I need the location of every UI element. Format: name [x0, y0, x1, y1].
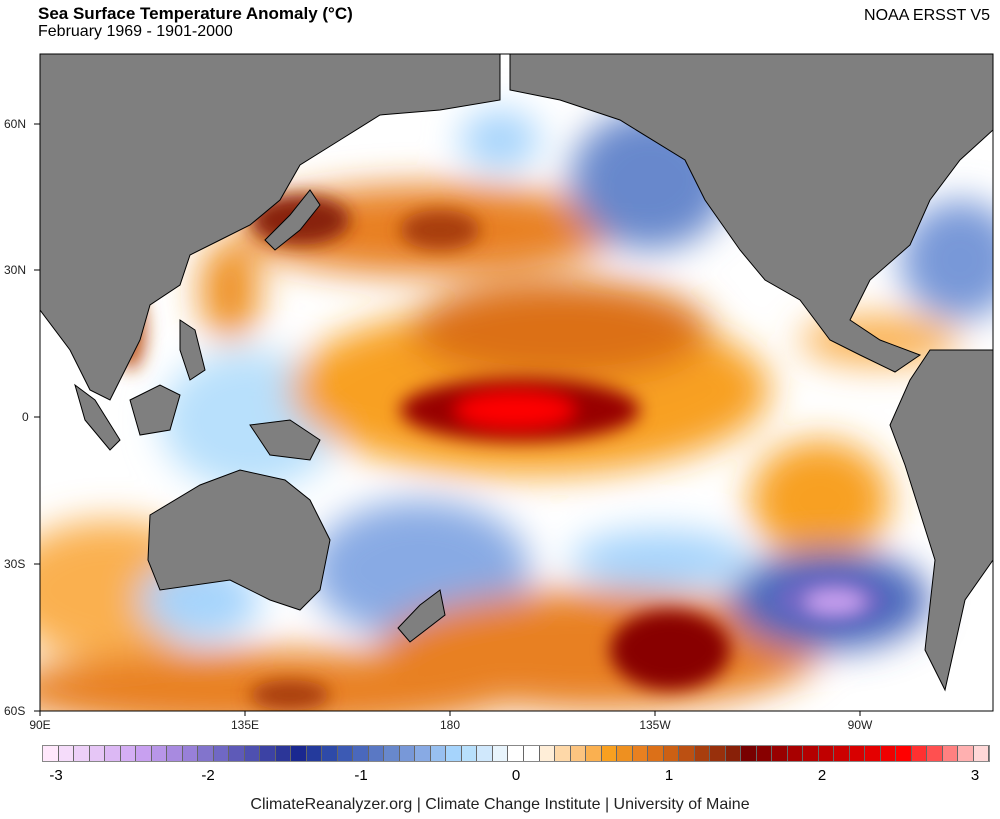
colorbar-swatch — [927, 746, 943, 761]
colorbar-swatch — [43, 746, 59, 761]
lat-label-30n: 30N — [4, 263, 27, 277]
colorbar-tick: 3 — [970, 767, 980, 784]
colorbar-swatch — [213, 746, 230, 761]
colorbar-swatch — [663, 746, 680, 761]
colorbar-swatch — [958, 746, 974, 761]
colorbar-swatch — [539, 746, 556, 761]
colorbar-swatch — [384, 746, 400, 761]
colorbar-swatch — [182, 746, 199, 761]
colorbar-swatch — [492, 746, 509, 761]
colorbar-swatch — [725, 746, 742, 761]
colorbar-swatch — [710, 746, 726, 761]
anomaly-peaks — [115, 195, 885, 710]
colorbar-swatch — [508, 746, 524, 761]
colorbar-swatch — [865, 746, 881, 761]
colorbar-swatch — [570, 746, 587, 761]
land-new-guinea — [249, 419, 321, 461]
colorbar-swatch — [461, 746, 478, 761]
colorbar-swatch — [337, 746, 354, 761]
colorbar-swatch — [632, 746, 649, 761]
colorbar-swatch — [415, 746, 431, 761]
lat-label-30s: 30S — [4, 557, 26, 571]
axis-ticks — [34, 123, 861, 716]
colorbar-tick: -2 — [201, 767, 215, 784]
colorbar-swatch — [601, 746, 618, 761]
colorbar-swatch — [105, 746, 121, 761]
colorbar-swatch — [942, 746, 959, 761]
colorbar-swatch — [896, 746, 912, 761]
colorbar-swatch — [291, 746, 307, 761]
colorbar-swatch — [756, 746, 773, 761]
footer-credits: ClimateReanalyzer.org | Climate Change I… — [250, 796, 750, 813]
land-japan — [264, 189, 321, 251]
colorbar-swatch — [275, 746, 292, 761]
colorbar-swatch — [741, 746, 757, 761]
colorbar-swatch — [136, 746, 152, 761]
colorbar-swatch — [244, 746, 261, 761]
colorbar-swatch — [818, 746, 835, 761]
colorbar-swatch — [167, 746, 183, 761]
colorbar-swatch — [89, 746, 106, 761]
colorbar-swatch — [523, 746, 540, 761]
land-australia — [147, 469, 331, 611]
colorbar — [42, 745, 990, 762]
colorbar-swatch — [617, 746, 633, 761]
colorbar-swatch — [260, 746, 276, 761]
chart-title: Sea Surface Temperature Anomaly (°C) — [38, 4, 353, 23]
land-masses — [40, 54, 993, 692]
land-sumatra — [74, 383, 121, 451]
colorbar-swatch — [322, 746, 338, 761]
colorbar-tick: 0 — [511, 767, 521, 784]
colorbar-tick: 1 — [664, 767, 674, 784]
colorbar-swatch — [74, 746, 90, 761]
colorbar-swatch — [368, 746, 385, 761]
land-north-america — [509, 54, 993, 373]
colorbar-swatch — [477, 746, 493, 761]
colorbar-swatch — [430, 746, 447, 761]
colorbar-swatch — [679, 746, 695, 761]
colorbar-swatch — [151, 746, 168, 761]
map-frame — [39, 53, 994, 712]
land-south-america — [889, 349, 993, 692]
colorbar-swatch — [772, 746, 788, 761]
colorbar-swatch — [58, 746, 75, 761]
colorbar-swatch — [648, 746, 664, 761]
colorbar-tick: -3 — [49, 767, 63, 784]
colorbar-swatch — [120, 746, 137, 761]
lon-label-90w: 90W — [847, 718, 873, 732]
colorbar-swatch — [911, 746, 928, 761]
colorbar-swatch — [306, 746, 323, 761]
lon-label-135e: 135E — [230, 718, 260, 732]
colorbar-swatch — [787, 746, 804, 761]
lon-label-135w: 135W — [639, 718, 671, 732]
colorbar-swatch — [694, 746, 711, 761]
colorbar-swatch — [803, 746, 819, 761]
land-borneo — [129, 384, 181, 436]
colorbar-swatch — [229, 746, 245, 761]
lat-label-0: 0 — [22, 410, 29, 424]
colorbar-swatch — [446, 746, 462, 761]
dataset-label: NOAA ERSST V5 — [864, 7, 990, 24]
colorbar-swatch — [834, 746, 850, 761]
colorbar-swatch — [973, 746, 990, 761]
land-asia — [40, 54, 501, 401]
anomaly-field — [40, 110, 993, 711]
lon-label-90e: 90E — [29, 718, 51, 732]
colorbar-swatch — [586, 746, 602, 761]
colorbar-swatch — [555, 746, 571, 761]
colorbar-swatch — [399, 746, 416, 761]
chart-subtitle: February 1969 - 1901-2000 — [38, 23, 233, 40]
colorbar-swatch — [849, 746, 866, 761]
lat-label-60s: 60S — [4, 704, 26, 718]
land-philippines — [179, 319, 206, 381]
colorbar-swatch — [353, 746, 369, 761]
colorbar-tick: 2 — [817, 767, 827, 784]
colorbar-swatch — [198, 746, 214, 761]
lon-label-180: 180 — [439, 718, 461, 732]
colorbar-swatch — [880, 746, 897, 761]
colorbar-tick: -1 — [354, 767, 368, 784]
land-new-zealand — [397, 589, 446, 643]
lat-label-60n: 60N — [4, 117, 27, 131]
